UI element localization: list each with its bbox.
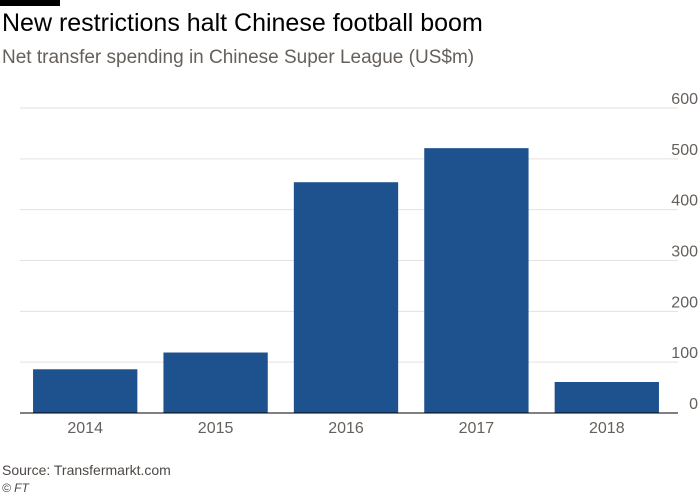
x-tick-labels: 2014 2015 2016 2017 2018 [67, 420, 624, 437]
x-tick-label: 2017 [459, 420, 495, 437]
chart-subtitle: Net transfer spending in Chinese Super L… [2, 47, 475, 68]
y-tick-labels: 0 100 200 300 400 500 600 [671, 91, 698, 413]
y-tick-label: 0 [689, 396, 698, 413]
bar-2016 [293, 182, 399, 413]
top-rule [0, 0, 60, 6]
bar-chart: 0 100 200 300 400 500 600 2014 2015 2016 2017 2018 [20, 91, 698, 437]
y-tick-label: 400 [671, 193, 698, 210]
x-tick-label: 2018 [589, 420, 625, 437]
y-tick-label: 300 [671, 244, 698, 261]
source-note: Source: Transfermarkt.com [2, 462, 171, 478]
bar-2018 [554, 381, 659, 413]
y-tick-label: 500 [671, 142, 698, 159]
y-tick-label: 200 [671, 294, 698, 311]
bars [33, 148, 659, 414]
ft-credit: © FT [2, 481, 29, 495]
y-tick-label: 100 [671, 345, 698, 362]
bar-2017 [424, 148, 529, 414]
y-tick-label: 600 [671, 91, 698, 108]
x-tick-label: 2015 [198, 420, 234, 437]
bar-2015 [163, 352, 268, 413]
chart-title: New restrictions halt Chinese football b… [2, 9, 483, 37]
x-tick-label: 2016 [328, 420, 364, 437]
x-tick-label: 2014 [67, 420, 103, 437]
bar-2014 [33, 369, 138, 413]
